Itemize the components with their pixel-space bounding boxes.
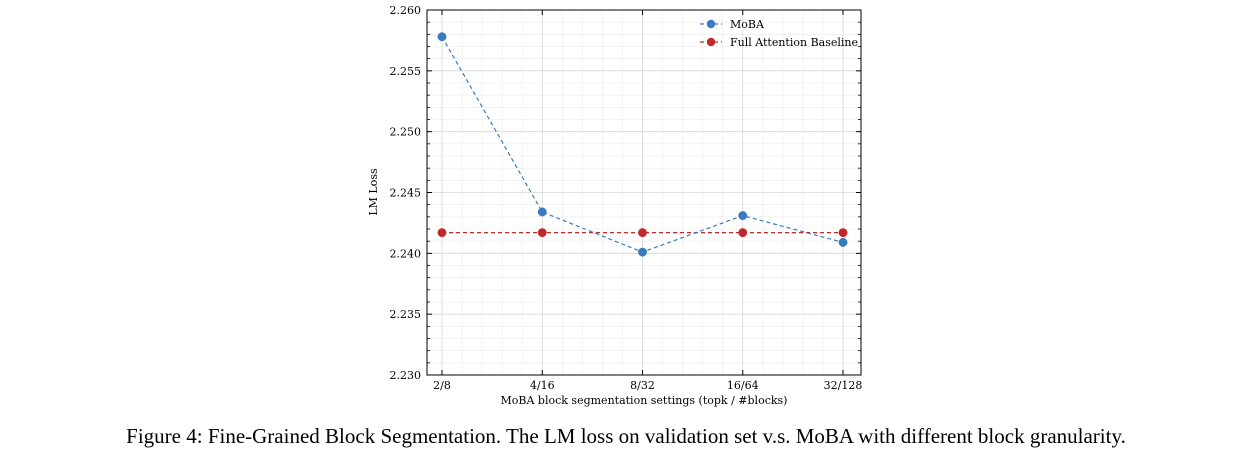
moba-point bbox=[838, 237, 848, 247]
baseline-point bbox=[437, 228, 447, 238]
chart: 2.230 2.235 2.240 2.245 2.250 2.255 2.260 2/8 4/… bbox=[367, 4, 863, 407]
moba-point bbox=[638, 247, 647, 257]
y-tick-label: 2.240 bbox=[390, 247, 422, 260]
x-tick-label: 2/8 bbox=[433, 379, 451, 392]
y-tick-label: 2.250 bbox=[390, 126, 422, 139]
y-tick-label: 2.255 bbox=[390, 65, 422, 78]
x-tick-label: 32/128 bbox=[824, 379, 863, 392]
y-axis-label: LM Loss bbox=[367, 168, 380, 216]
y-tick-label: 2.260 bbox=[390, 4, 422, 17]
baseline-point bbox=[838, 228, 848, 238]
moba-point bbox=[537, 207, 547, 217]
baseline-point bbox=[537, 228, 547, 238]
x-tick-label: 16/64 bbox=[727, 379, 759, 392]
figure-caption: Figure 4: Fine-Grained Block Segmentatio… bbox=[126, 424, 1126, 448]
baseline-point bbox=[738, 228, 748, 238]
moba-point bbox=[437, 32, 447, 42]
x-tick-label: 8/32 bbox=[630, 379, 655, 392]
series bbox=[437, 32, 848, 257]
x-axis-label: MoBA block segmentation settings (topk /… bbox=[501, 394, 788, 407]
legend-label: MoBA bbox=[730, 18, 765, 31]
moba-point bbox=[738, 211, 748, 221]
axis-ticks: 2.230 2.235 2.240 2.245 2.250 2.255 2.260 2/8 4/… bbox=[390, 4, 863, 392]
grid bbox=[427, 10, 861, 375]
baseline-point bbox=[638, 228, 647, 238]
y-tick-label: 2.235 bbox=[390, 308, 422, 321]
x-tick-label: 4/16 bbox=[530, 379, 555, 392]
legend-label: Full Attention Baseline bbox=[730, 36, 858, 49]
legend-marker bbox=[706, 19, 716, 29]
y-tick-label: 2.230 bbox=[390, 369, 422, 382]
legend: MoBA Full Attention Baseline bbox=[700, 18, 858, 49]
legend-marker bbox=[706, 37, 716, 47]
y-tick-label: 2.245 bbox=[390, 187, 422, 200]
